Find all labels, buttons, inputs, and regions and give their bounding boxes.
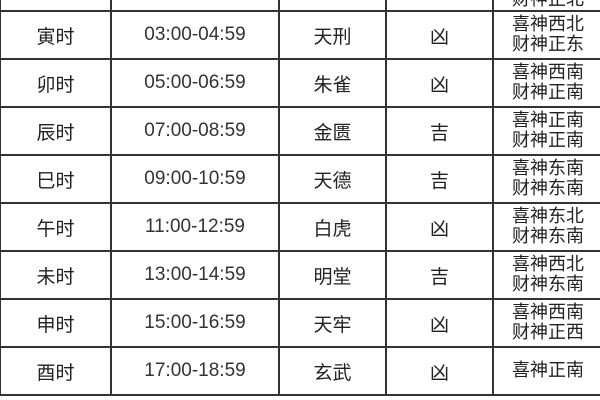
time-cell: 09:00-10:59 [110, 154, 280, 204]
star-cell: 朱雀 [278, 58, 387, 108]
table-row: 申时 15:00-16:59 天牢凶喜神西南 财神正西 [0, 298, 600, 348]
direction-cell: 喜神正南 [492, 346, 600, 396]
direction-cell: 喜神正南 财神正南 [492, 106, 600, 156]
time-cell: 13:00-14:59 [110, 250, 280, 300]
xishen-text: 喜神正南 [512, 360, 584, 381]
caishen-text: 财神正南 [512, 130, 584, 151]
xishen-text: 喜神西南 [512, 302, 584, 323]
caishen-text: 财神正南 [512, 82, 584, 103]
direction-cell: 喜神东南 财神东南 [492, 154, 600, 204]
luck-cell [385, 0, 494, 12]
shichen-cell [0, 0, 112, 12]
star-cell [278, 0, 387, 12]
star-cell: 玄武 [278, 346, 387, 396]
xishen-text: 喜神正南 [512, 110, 584, 131]
star-cell: 明堂 [278, 250, 387, 300]
caishen-text: 财神正西 [512, 322, 584, 343]
xishen-text: 喜神东北 [512, 206, 584, 227]
xishen-text: 喜神东南 [512, 158, 584, 179]
luck-cell: 凶 [385, 10, 494, 60]
luck-cell: 凶 [385, 298, 494, 348]
table-row: 卯时 05:00-06:59 朱雀凶喜神西南 财神正南 [0, 58, 600, 108]
shichen-cell: 酉时 [0, 346, 112, 396]
time-cell: 11:00-12:59 [110, 202, 280, 252]
shichen-cell: 午时 [0, 202, 112, 252]
time-cell: 03:00-04:59 [110, 10, 280, 60]
luck-cell: 凶 [385, 346, 494, 396]
caishen-text: 财神正北 [494, 0, 600, 10]
luck-cell: 凶 [385, 202, 494, 252]
table-row: 巳时 09:00-10:59 天德吉喜神东南 财神东南 [0, 154, 600, 204]
table-row: 寅时 03:00-04:59 天刑凶喜神西北 财神正东 [0, 10, 600, 60]
luck-cell: 吉 [385, 154, 494, 204]
direction-cell: 喜神东北 财神东南 [492, 202, 600, 252]
shichen-cell: 辰时 [0, 106, 112, 156]
time-cell: 05:00-06:59 [110, 58, 280, 108]
time-cell: 17:00-18:59 [110, 346, 280, 396]
shichen-cell: 卯时 [0, 58, 112, 108]
time-cell: 07:00-08:59 [110, 106, 280, 156]
direction-cell: 喜神西南 财神正西 [492, 298, 600, 348]
table-row: 辰时 07:00-08:59 金匮吉喜神正南 财神正南 [0, 106, 600, 156]
time-cell [110, 0, 280, 12]
direction-cell: 喜神西北 财神东南 [492, 250, 600, 300]
direction-cell: 财神正北 [492, 0, 600, 12]
xishen-text: 喜神西北 [512, 14, 584, 35]
luck-cell: 凶 [385, 58, 494, 108]
direction-cell: 喜神西南 财神正南 [492, 58, 600, 108]
luck-cell: 吉 [385, 250, 494, 300]
caishen-text: 财神东南 [512, 178, 584, 199]
table-row: 午时 11:00-12:59 白虎凶喜神东北 财神东南 [0, 202, 600, 252]
table-row: 酉时 17:00-18:59 玄武凶喜神正南 [0, 346, 600, 396]
star-cell: 金匮 [278, 106, 387, 156]
caishen-text: 财神东南 [512, 226, 584, 247]
star-cell: 天刑 [278, 10, 387, 60]
caishen-text: 财神正东 [512, 34, 584, 55]
shichen-cell: 巳时 [0, 154, 112, 204]
star-cell: 天德 [278, 154, 387, 204]
shichen-cell: 申时 [0, 298, 112, 348]
shichen-cell: 未时 [0, 250, 112, 300]
table-row: 财神正北 [0, 0, 600, 12]
shichen-cell: 寅时 [0, 10, 112, 60]
xishen-text: 喜神西南 [512, 62, 584, 83]
table-row: 未时 13:00-14:59 明堂吉喜神西北 财神东南 [0, 250, 600, 300]
star-cell: 白虎 [278, 202, 387, 252]
xishen-text: 喜神西北 [512, 254, 584, 275]
direction-cell: 喜神西北 财神正东 [492, 10, 600, 60]
caishen-text: 财神东南 [512, 274, 584, 295]
luck-cell: 吉 [385, 106, 494, 156]
star-cell: 天牢 [278, 298, 387, 348]
time-cell: 15:00-16:59 [110, 298, 280, 348]
